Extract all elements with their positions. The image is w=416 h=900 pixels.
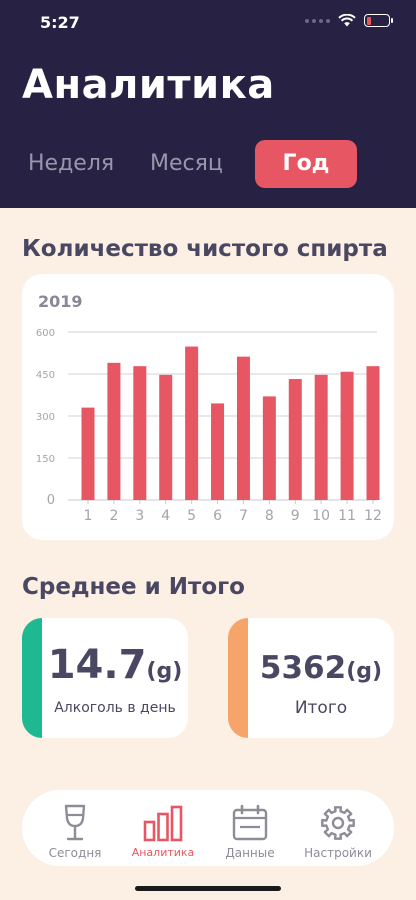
chart-card: 2019 0 150 300 450 600 1 2 3 4 5 6 7 8 9 10 11 12 <box>22 274 394 540</box>
chart-x-tick-label: 1 <box>84 508 93 524</box>
chart-x-tick-label: 12 <box>364 508 382 524</box>
calendar-icon <box>232 804 268 841</box>
tabbar-label-data: Данные <box>225 846 275 860</box>
chart-bar <box>288 379 302 500</box>
chart-bar <box>211 403 225 500</box>
chart-x-tick-label: 2 <box>109 508 118 524</box>
header: 5:27 Аналитика Неделя Месяц Год <box>0 0 416 208</box>
summary-section-title: Среднее и Итого <box>22 574 245 600</box>
chart-x-tick-label: 7 <box>239 508 248 524</box>
chart-bar <box>81 407 95 500</box>
chart-x-tick-label: 3 <box>135 508 144 524</box>
chart-x-tick-label: 8 <box>265 508 274 524</box>
chart-y-tick-label: 600 <box>36 328 55 339</box>
chart-bar <box>236 356 250 500</box>
signal-icon <box>305 18 330 23</box>
status-icons <box>305 14 393 27</box>
chart-y-tick-label: 0 <box>47 493 55 508</box>
wine-glass-icon <box>64 804 86 841</box>
tabbar-label-analytics: Аналитика <box>131 846 195 859</box>
chart-y-tick-label: 300 <box>36 412 55 423</box>
total-stripe <box>228 618 248 738</box>
gear-icon <box>321 806 355 840</box>
chart-bar <box>159 374 173 500</box>
page-title: Аналитика <box>22 62 275 108</box>
chart-bar <box>314 374 328 500</box>
wifi-icon <box>338 14 356 27</box>
total-number: 5362 <box>259 650 347 686</box>
chart-x-tick-label: 11 <box>338 508 356 524</box>
tabbar-label-today: Сегодня <box>48 846 102 860</box>
chart-x-tick-label: 6 <box>213 508 222 524</box>
daily-average-value: 14.7(g) <box>42 642 188 688</box>
chart-bar <box>107 362 121 500</box>
tabbar-label-settings: Настройки <box>304 846 372 860</box>
tab-month[interactable]: Месяц <box>150 151 223 176</box>
tabbar-item-today[interactable]: Сегодня <box>35 804 115 860</box>
chart-bar <box>340 371 354 500</box>
tabbar-item-data[interactable]: Данные <box>210 804 290 860</box>
daily-average-label: Алкоголь в день <box>54 700 176 716</box>
chart-x-tick-label: 4 <box>161 508 170 524</box>
chart-bar <box>366 366 380 500</box>
chart-x-tick-label: 5 <box>187 508 196 524</box>
total-value: 5362(g) <box>248 650 394 686</box>
chart-x-tick-label: 10 <box>312 508 330 524</box>
chart-bar <box>133 366 147 500</box>
tabbar-item-settings[interactable]: Настройки <box>298 804 378 860</box>
tab-year[interactable]: Год <box>255 140 357 188</box>
chart-bar <box>262 396 276 500</box>
battery-icon <box>364 14 393 27</box>
tab-week[interactable]: Неделя <box>28 151 115 176</box>
total-unit: (g) <box>346 659 383 684</box>
home-indicator <box>135 886 281 891</box>
bar-chart-icon <box>143 805 183 842</box>
daily-average-number: 14.7 <box>47 642 147 688</box>
tab-bar: Сегодня Аналитика Данные Настройки <box>22 790 394 866</box>
tabbar-item-analytics[interactable]: Аналитика <box>123 804 203 859</box>
chart-y-tick-label: 150 <box>36 454 55 465</box>
chart-x-tick-label: 9 <box>291 508 300 524</box>
daily-average-unit: (g) <box>146 659 183 684</box>
total-card: 5362(g) Итого <box>228 618 394 738</box>
total-label: Итого <box>294 698 348 718</box>
chart-section-title: Количество чистого спирта <box>22 236 388 262</box>
status-time: 5:27 <box>40 13 80 32</box>
gear-center <box>331 816 345 830</box>
chart-bar <box>185 346 199 500</box>
gear-outline <box>321 806 355 840</box>
chart-year-label: 2019 <box>38 292 83 311</box>
daily-average-card: 14.7(g) Алкоголь в день <box>22 618 188 738</box>
chart-y-tick-label: 450 <box>36 370 55 381</box>
daily-average-stripe <box>22 618 42 738</box>
